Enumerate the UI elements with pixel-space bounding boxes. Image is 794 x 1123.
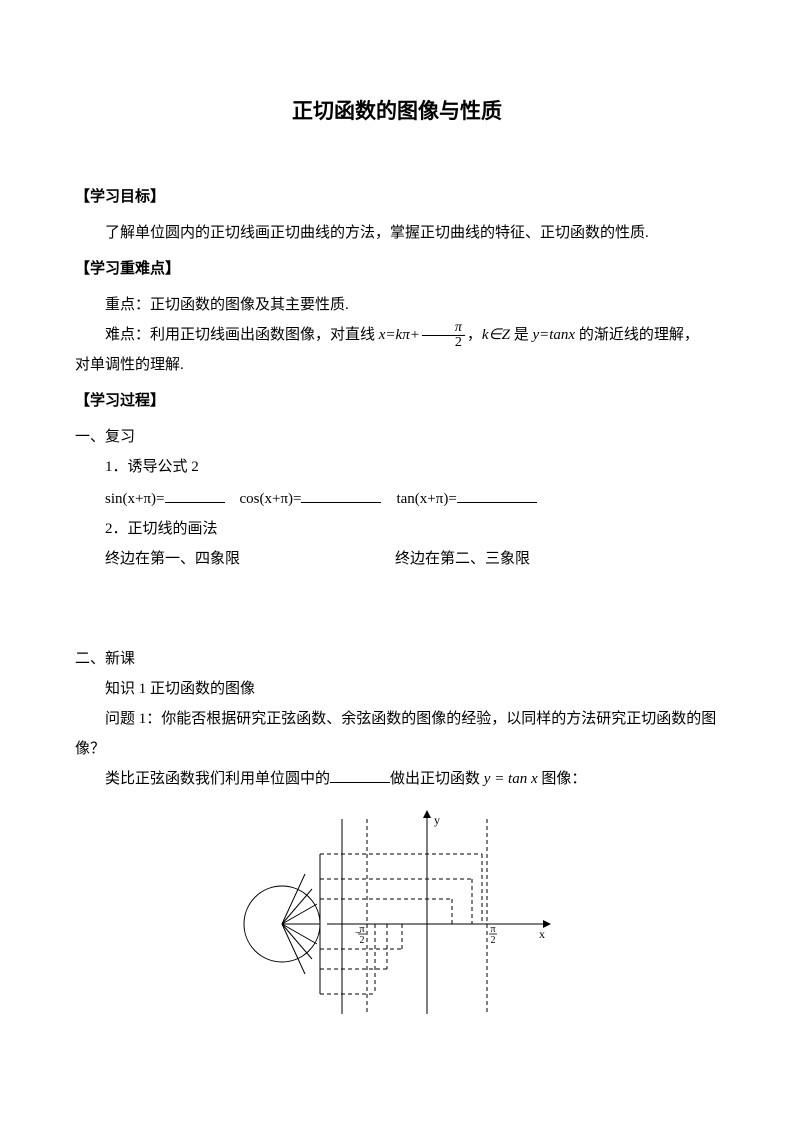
tanx-label: tan(x+π)=: [396, 491, 456, 507]
objective-header: 【学习目标】: [75, 182, 719, 212]
diff-frac: π2: [422, 321, 465, 350]
ray4: [282, 924, 317, 944]
page-title: 正切函数的图像与性质: [75, 90, 719, 132]
quadrant-left: 终边在第一、四象限: [75, 544, 395, 574]
analogy-after: 做出正切函数: [390, 771, 484, 787]
diff-pre: 难点：利用正切线画出函数图像，对直线: [105, 327, 379, 343]
part1-formulas: sin(x+π)= cos(x+π)= tan(x+π)=: [75, 484, 719, 514]
knowledge1: 知识 1 正切函数的图像: [75, 674, 719, 704]
pi2-den: 2: [491, 935, 496, 946]
ray2: [282, 889, 312, 924]
diff-frac-num: π: [422, 321, 465, 336]
diff-math3: y=tanx: [532, 327, 575, 343]
ray1: [282, 904, 317, 924]
ray5: [282, 924, 312, 959]
cosx-blank: [301, 488, 381, 503]
sinx-label: sin(x+π)=: [105, 491, 165, 507]
gap-space: [75, 574, 719, 644]
part1-quadrants: 终边在第一、四象限 终边在第二、三象限: [75, 544, 719, 574]
analogy-blank: [330, 768, 390, 783]
negpi-den: 2: [360, 935, 365, 946]
difficulty-line1: 重点：正切函数的图像及其主要性质.: [75, 290, 719, 320]
analogy-end: 图像：: [538, 771, 587, 787]
ray6: [282, 924, 305, 974]
sinx-blank: [165, 488, 225, 503]
difficulty-line2: 难点：利用正切线画出函数图像，对直线 x=kπ+π2，k∈Z 是 y=tanx …: [75, 320, 719, 350]
tangent-svg: y x − π 2 π 2: [227, 804, 567, 1024]
quadrant-right: 终边在第二、三象限: [395, 544, 719, 574]
diff-after: 是: [510, 327, 533, 343]
part1-title: 一、复习: [75, 422, 719, 452]
question1: 问题 1：你能否根据研究正弦函数、余弦函数的图像的经验，以同样的方法研究正切函数…: [75, 704, 719, 764]
diff-frac-den: 2: [422, 336, 465, 350]
analogy-pre: 类比正弦函数我们利用单位圆中的: [105, 771, 330, 787]
negpi-num: π: [359, 924, 364, 935]
y-arrow: [423, 810, 431, 818]
difficulty-header: 【学习重难点】: [75, 254, 719, 284]
diff-math2: k∈Z: [482, 327, 510, 343]
diff-mid: ，: [467, 327, 482, 343]
tangent-diagram: y x − π 2 π 2: [75, 804, 719, 1024]
process-header: 【学习过程】: [75, 386, 719, 416]
part1-item1: 1．诱导公式 2: [75, 452, 719, 482]
difficulty-line3: 对单调性的理解.: [75, 350, 719, 380]
ray3: [282, 874, 305, 924]
part1-item2: 2．正切线的画法: [75, 514, 719, 544]
analogy-math: y = tan x: [484, 771, 538, 787]
diff-end: 的渐近线的理解，: [575, 327, 699, 343]
y-axis-label: y: [434, 813, 440, 827]
part2-title: 二、新课: [75, 644, 719, 674]
diff-math1: x=kπ+: [379, 327, 420, 343]
pi2-num: π: [490, 924, 495, 935]
tanx-blank: [457, 488, 537, 503]
objective-text: 了解单位圆内的正切线画正切曲线的方法，掌握正切曲线的特征、正切函数的性质.: [75, 218, 719, 248]
cosx-label: cos(x+π)=: [240, 491, 302, 507]
x-axis-label: x: [539, 927, 545, 941]
analogy-line: 类比正弦函数我们利用单位圆中的 做出正切函数 y = tan x 图像：: [75, 764, 719, 794]
